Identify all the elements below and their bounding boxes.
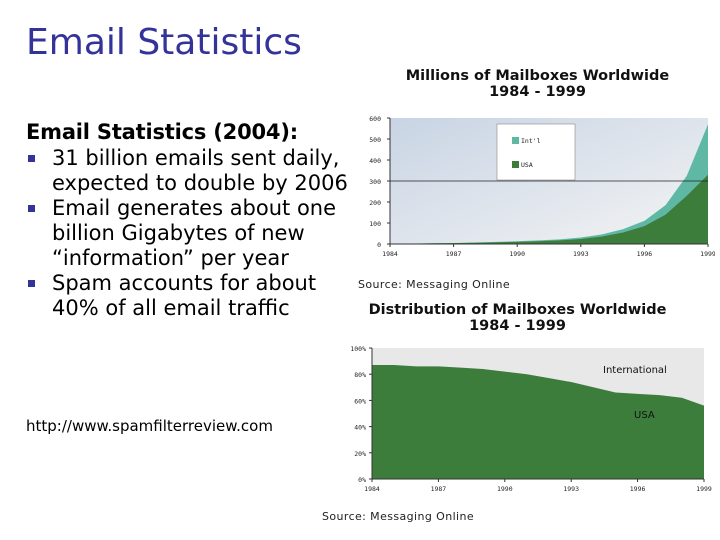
x-tick-label: 1999	[700, 250, 715, 258]
area-usa	[372, 365, 704, 479]
bullet-item: Spam accounts for about 40% of all email…	[26, 271, 356, 321]
chart1-source: Source: Messaging Online	[358, 278, 511, 291]
area-usa	[390, 174, 708, 244]
bullet-item: 31 billion emails sent daily, expected t…	[26, 146, 356, 196]
slide-title: Email Statistics	[26, 22, 302, 63]
label-international: International	[603, 365, 667, 376]
bullet-list: 31 billion emails sent daily, expected t…	[26, 146, 356, 321]
chart2-title: Distribution of Mailboxes Worldwide 1984…	[345, 302, 690, 334]
x-tick-label: 1987	[446, 250, 462, 258]
y-tick-label: 0%	[358, 476, 366, 484]
chart2-title-line1: Distribution of Mailboxes Worldwide	[368, 302, 667, 318]
x-tick-label: 1993	[573, 250, 589, 258]
y-tick-label: 100%	[350, 345, 366, 353]
y-tick-label: 80%	[354, 371, 366, 379]
y-tick-label: 20%	[354, 450, 366, 458]
bullet-text: Email generates about one billion Gigaby…	[52, 196, 337, 270]
chart2-title-line2: 1984 - 1999	[469, 318, 566, 334]
y-tick-label: 200	[369, 199, 381, 207]
source-url: http://www.spamfilterreview.com	[26, 417, 273, 435]
square-bullet-icon	[28, 205, 35, 212]
legend-box	[496, 123, 576, 181]
label-usa: USA	[634, 410, 655, 421]
y-tick-label: 300	[369, 178, 381, 186]
legend-swatch-usa	[512, 161, 519, 168]
chart1-title-line1: Millions of Mailboxes Worldwide	[405, 68, 670, 84]
x-tick-label: 1999	[696, 485, 712, 493]
square-bullet-icon	[28, 280, 35, 287]
chart1-title: Millions of Mailboxes Worldwide 1984 - 1…	[385, 68, 690, 100]
y-tick-label: 400	[369, 157, 381, 165]
x-tick-label: 1984	[364, 485, 380, 493]
chart1-title-line2: 1984 - 1999	[489, 84, 586, 100]
bullet-text: Spam accounts for about 40% of all email…	[52, 271, 317, 320]
y-tick-label: 500	[369, 136, 381, 144]
bullet-item: Email generates about one billion Gigaby…	[26, 196, 356, 271]
distribution-chart: 0% 20% 40% 60% 80% 100% 1984 1987 1990 1993 1996 19…	[350, 345, 712, 493]
y-tick-label: 0	[377, 241, 381, 249]
y-tick-label: 40%	[354, 424, 366, 432]
y-tick-label: 100	[369, 220, 381, 228]
y-tick-label: 600	[369, 115, 381, 123]
chart2-source: Source: Messaging Online	[322, 510, 475, 523]
x-tick-label: 1996	[630, 485, 646, 493]
x-tick-label: 1987	[431, 485, 447, 493]
x-tick-label: 1990	[509, 250, 525, 258]
square-bullet-icon	[28, 155, 35, 162]
x-tick-label: 1996	[637, 250, 653, 258]
x-tick-label: 1993	[563, 485, 579, 493]
y-tick-label: 60%	[354, 397, 366, 405]
legend-label-intl: Int'l	[521, 137, 541, 145]
legend-swatch-intl	[512, 137, 519, 144]
bullet-text: 31 billion emails sent daily, expected t…	[52, 146, 348, 195]
content-area: Email Statistics (2004): 31 billion emai…	[26, 120, 356, 321]
subheading: Email Statistics (2004):	[26, 120, 298, 144]
x-tick-label: 1990	[497, 485, 513, 493]
x-tick-label: 1984	[382, 250, 398, 258]
mailboxes-chart: 0 100 200 300 400 500 600 1984 1987 1990 1993 1996 1…	[369, 115, 715, 258]
legend-label-usa: USA	[521, 161, 533, 169]
